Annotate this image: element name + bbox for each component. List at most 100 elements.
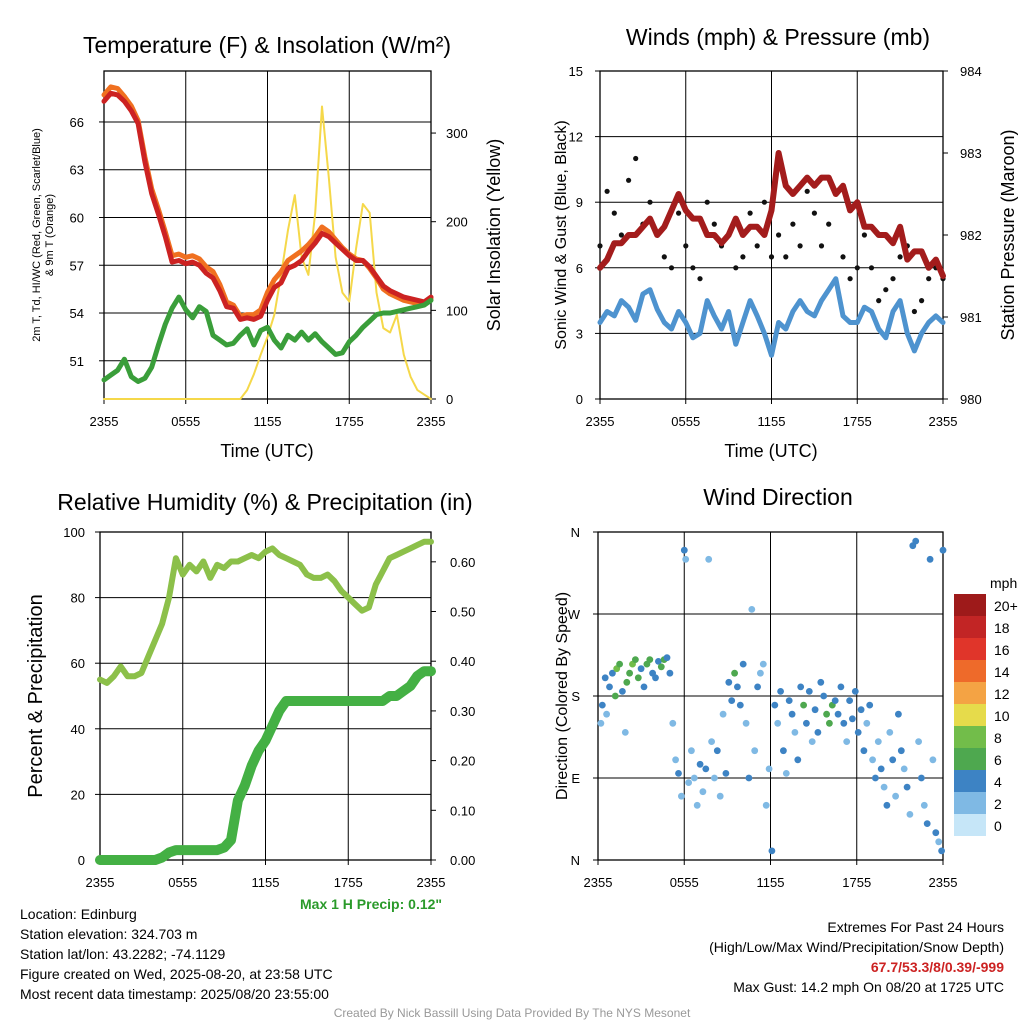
direction-point [800,701,807,709]
direction-point [623,678,631,686]
direction-point [748,606,756,613]
direction-point [785,697,793,704]
direction-point [693,801,701,809]
y-tick-label: 51 [70,354,84,369]
y2-tick-label: 0.50 [450,605,475,620]
y2-tick-label: 0.00 [450,853,475,868]
extremes-subtitle: (High/Low/Max Wind/Precipitation/Snow De… [709,939,1004,955]
direction-point [759,660,767,668]
legend-label: 2 [994,796,1002,812]
x-tick-label: 1155 [254,414,282,429]
direction-point [939,546,947,554]
direction-point [702,765,710,773]
direction-point [745,774,753,782]
gust-point [683,243,689,249]
direction-point [889,756,897,764]
direction-point [685,779,692,786]
direction-point [672,756,679,764]
x-tick-label: 2355 [929,414,958,429]
gust-point [604,188,610,194]
direction-point [657,663,665,671]
direction-point [834,710,842,718]
legend-swatch [954,770,986,792]
y2-tick-label: 0.30 [450,704,475,719]
gust-point [804,188,810,194]
direction-point [696,760,704,768]
y-tick-label: N [571,525,580,540]
gust-point [876,298,882,304]
direction-point [854,729,862,736]
y-axis-label: Percent & Precipitation [25,594,47,797]
direction-point [699,788,707,796]
created-text: Figure created on Wed, 2025-08-20, at 23… [20,966,333,982]
direction-point [597,719,605,727]
direction-point [794,756,802,764]
direction-point [846,697,853,704]
direction-point [780,747,787,755]
y-axis-label-line: & 9m T (Orange) [44,194,56,276]
y2-tick-label: 0.20 [450,754,475,769]
elevation-text: Station elevation: 324.703 m [20,926,198,942]
humidity-precip-panel: 0 20 40 60 80 100 0.00 0.10 0.20 0.30 0.40 0.50 0.60… [25,489,475,890]
direction-point [823,710,830,718]
x-tick-label: 2355 [86,875,115,890]
gust-point [811,210,818,216]
legend-label: 10 [994,708,1010,724]
gust-point [704,199,710,205]
direction-point [857,706,865,714]
gust-point [633,155,639,162]
direction-point [771,701,779,709]
direction-point [935,838,943,846]
x-tick-label: 1755 [842,875,871,890]
legend-label: 8 [994,730,1002,746]
gust-point [618,232,625,238]
y-tick-label: S [571,689,580,704]
legend-label: 14 [994,664,1010,680]
direction-point [652,674,659,682]
direction-point [906,811,914,818]
y-tick-label: 100 [63,525,85,540]
direction-point [640,683,648,691]
extremes-box: Extremes For Past 24 Hours (High/Low/Max… [709,917,1004,997]
direction-point [803,719,810,727]
direction-point [675,770,682,777]
y2-tick-label: 0.40 [450,654,475,669]
y2-tick-label: 984 [960,64,982,79]
direction-point [897,747,905,755]
direction-point [851,688,859,695]
direction-point [768,847,776,855]
direction-point [609,669,616,677]
x-tick-label: 2355 [417,414,446,429]
direction-point [938,847,945,855]
direction-point [869,756,876,764]
y-tick-label: 0 [576,392,583,407]
direction-point [797,683,805,691]
y2-tick-label: 982 [960,228,982,243]
direction-point [669,719,677,727]
direction-point [734,683,741,691]
y2-axis-label: Solar Insolation (Yellow) [484,139,504,331]
direction-point [820,692,828,700]
direction-point [606,683,613,691]
latlon-text: Station lat/lon: 43.2282; -74.1129 [20,946,226,962]
gust-point [626,177,632,183]
gust-point [747,210,753,216]
direction-point [929,756,937,764]
legend-title: mph [990,575,1017,591]
y2-tick-label: 980 [960,392,982,407]
x-tick-label: 1755 [335,414,364,429]
direction-point [678,792,685,800]
gust-point [847,276,853,282]
y-tick-label: 15 [569,64,583,79]
x-tick-label: 0555 [671,414,700,429]
direction-point [777,688,784,695]
y-axis-label: Sonic Wind & Gust (Blue, Black) [553,120,570,349]
direction-point [805,688,813,695]
legend-swatch [954,660,986,682]
insolation-line [103,105,432,400]
gust-point [761,199,768,205]
direction-point [831,697,839,704]
y-tick-label: 20 [71,787,85,802]
y2-tick-label: 0 [446,392,453,407]
legend-label: 12 [994,686,1010,702]
